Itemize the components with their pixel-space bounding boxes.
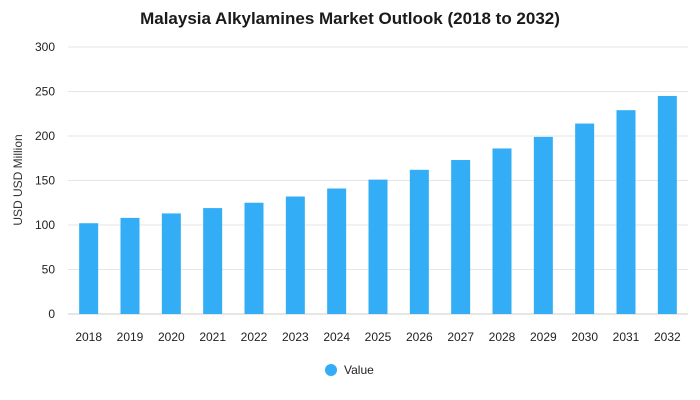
x-tick-label: 2028 — [489, 330, 516, 344]
x-tick-label: 2018 — [75, 330, 102, 344]
x-tick-label: 2020 — [158, 330, 185, 344]
bar-2027[interactable] — [451, 160, 471, 314]
bar-2026[interactable] — [409, 169, 429, 314]
bar-2022[interactable] — [244, 202, 264, 314]
bar-2024[interactable] — [327, 188, 347, 314]
x-tick-label: 2032 — [654, 330, 681, 344]
bar-2029[interactable] — [533, 136, 553, 314]
legend-swatch-value — [325, 364, 337, 376]
x-tick-label: 2029 — [530, 330, 557, 344]
bar-2023[interactable] — [285, 196, 305, 314]
bar-2031[interactable] — [616, 110, 636, 314]
y-tick-label: 200 — [35, 129, 55, 143]
y-tick-label: 300 — [35, 40, 55, 54]
y-tick-label: 50 — [42, 263, 56, 277]
y-tick-label: 100 — [35, 218, 55, 232]
chart-title: Malaysia Alkylamines Market Outlook (201… — [140, 9, 560, 28]
x-tick-label: 2024 — [323, 330, 350, 344]
y-axis-label: USD USD Million — [11, 134, 25, 225]
bar-2020[interactable] — [161, 213, 181, 314]
bars — [79, 95, 677, 314]
x-tick-label: 2030 — [571, 330, 598, 344]
bar-2030[interactable] — [575, 123, 595, 314]
bar-2019[interactable] — [120, 217, 140, 314]
x-tick-label: 2022 — [241, 330, 268, 344]
bar-2025[interactable] — [368, 179, 388, 314]
y-tick-label: 250 — [35, 85, 55, 99]
y-tick-label: 0 — [48, 307, 55, 321]
bar-2018[interactable] — [79, 223, 99, 314]
legend-label-value: Value — [344, 363, 374, 377]
bar-2021[interactable] — [203, 208, 223, 314]
y-tick-label: 150 — [35, 174, 55, 188]
x-tick-label: 2025 — [365, 330, 392, 344]
x-axis-ticks: 2018 2019 2020 2021 2022 2023 2024 2025 2026 2027… — [75, 330, 681, 344]
legend[interactable]: Value — [325, 363, 374, 377]
x-tick-label: 2023 — [282, 330, 309, 344]
x-tick-label: 2021 — [199, 330, 226, 344]
x-tick-label: 2031 — [613, 330, 640, 344]
x-tick-label: 2026 — [406, 330, 433, 344]
y-axis-ticks: 0 50 100 150 200 250 300 — [35, 40, 55, 321]
x-tick-label: 2019 — [117, 330, 144, 344]
bar-2028[interactable] — [492, 148, 512, 314]
bar-2032[interactable] — [657, 95, 677, 314]
x-tick-label: 2027 — [447, 330, 474, 344]
